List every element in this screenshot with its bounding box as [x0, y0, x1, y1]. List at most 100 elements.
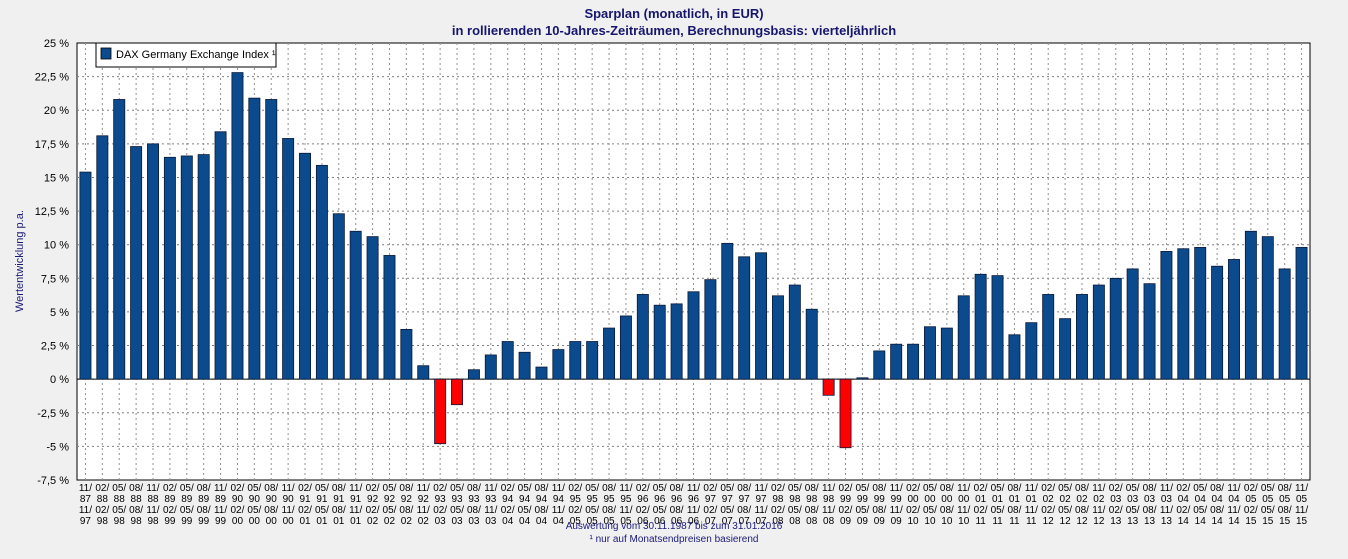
x-tick-label: 11/99 11/09	[890, 483, 903, 527]
bar	[366, 236, 379, 380]
y-tick-label: 22,5 %	[35, 72, 69, 84]
x-tick-label: 02/90 02/00	[231, 483, 245, 527]
x-tick-label: 05/90 05/00	[247, 483, 261, 527]
x-tick-label: 02/96 02/06	[636, 483, 650, 527]
x-tick-label: 05/94 05/04	[518, 483, 532, 527]
chart-title: Sparplan (monatlich, in EUR)	[584, 6, 764, 21]
footer-note: ¹ nur auf Monatsendpreisen basierend	[589, 534, 759, 545]
x-tick-label: 08/05 08/15	[1278, 483, 1292, 527]
x-tick-label: 05/05 05/15	[1261, 483, 1275, 527]
x-tick-label: 02/03 02/13	[1109, 483, 1123, 527]
legend-swatch	[100, 47, 112, 60]
y-tick-label: 2,5 %	[41, 341, 69, 353]
bar	[569, 341, 582, 380]
bar	[1109, 277, 1122, 380]
y-tick-label: 7,5 %	[41, 273, 69, 285]
bar	[1059, 318, 1072, 380]
bar	[974, 273, 987, 380]
x-tick-label: 05/99 05/09	[855, 483, 869, 527]
bar	[923, 326, 936, 380]
y-tick-label: -2,5 %	[37, 408, 69, 420]
x-tick-label: 02/01 02/11	[974, 483, 988, 527]
x-tick-label: 05/02 05/12	[1058, 483, 1072, 527]
bar	[788, 284, 801, 380]
bar	[163, 156, 176, 380]
bar	[180, 155, 193, 380]
x-tick-label: 02/94 02/04	[501, 483, 515, 527]
x-tick-label: 05/03 05/13	[1126, 483, 1140, 527]
x-tick-label: 02/95 02/05	[568, 483, 582, 527]
y-tick-label: 25 %	[44, 38, 69, 50]
bar	[755, 252, 768, 380]
x-tick-label: 02/89 02/99	[163, 483, 177, 527]
bar	[1177, 248, 1190, 380]
bar	[501, 341, 514, 380]
x-tick-label: 11/02 11/12	[1092, 483, 1105, 527]
bar	[535, 366, 548, 380]
chart-subtitle: in rollierenden 10-Jahres-Zeiträumen, Be…	[451, 23, 897, 38]
bar	[96, 135, 109, 380]
bar	[1025, 322, 1038, 380]
bar	[1092, 284, 1105, 380]
x-tick-label: 11/05 11/15	[1295, 483, 1308, 527]
y-tick-label: -7,5 %	[37, 475, 69, 487]
bar	[670, 303, 683, 380]
bar	[552, 349, 565, 380]
bar	[248, 97, 261, 380]
bar	[1008, 334, 1021, 380]
x-tick-label: 11/91 11/01	[349, 483, 362, 527]
bar	[214, 131, 227, 380]
x-tick-label: 05/00 05/10	[923, 483, 937, 527]
bar	[417, 365, 430, 380]
bar	[518, 351, 531, 380]
bar	[907, 343, 920, 380]
bar	[687, 291, 700, 380]
bar	[383, 255, 396, 380]
bar	[738, 256, 751, 380]
x-tick-label: 05/96 05/06	[653, 483, 667, 527]
bar	[79, 171, 92, 380]
bar	[1211, 265, 1224, 380]
x-tick-label: 08/95 08/05	[602, 483, 616, 527]
bar	[349, 230, 362, 380]
x-tick-label: 11/87 11/97	[79, 483, 92, 527]
x-tick-label: 11/00 11/10	[957, 483, 970, 527]
bar	[1261, 236, 1274, 380]
bar	[873, 350, 886, 380]
x-tick-label: 05/04 05/14	[1193, 483, 1207, 527]
x-tick-label: 11/89 11/99	[214, 483, 227, 527]
x-tick-label: 05/89 05/99	[180, 483, 194, 527]
bar	[957, 295, 970, 380]
bar	[721, 242, 734, 380]
x-tick-label: 02/92 02/02	[366, 483, 380, 527]
x-tick-label: 02/91 02/01	[298, 483, 312, 527]
x-tick-label: 11/94 11/04	[552, 483, 565, 527]
x-tick-label: 08/93 08/03	[467, 483, 481, 527]
bar	[332, 213, 345, 380]
x-tick-label: 08/99 08/09	[872, 483, 886, 527]
bar	[653, 304, 666, 380]
x-tick-label: 05/01 05/11	[991, 483, 1005, 527]
x-tick-label: 11/90 11/00	[282, 483, 295, 527]
x-tick-label: 11/03 11/13	[1160, 483, 1173, 527]
bar	[1160, 251, 1173, 380]
x-tick-label: 11/04 11/14	[1227, 483, 1240, 527]
x-tick-label: 02/02 02/12	[1041, 483, 1055, 527]
x-tick-label: 05/95 05/05	[585, 483, 599, 527]
x-tick-label: 05/91 05/01	[315, 483, 329, 527]
bar	[130, 146, 143, 380]
x-tick-label: 11/97 11/07	[754, 483, 767, 527]
x-tick-label: 02/98 02/08	[771, 483, 785, 527]
bar	[315, 164, 328, 380]
bar	[619, 315, 632, 380]
bar	[1295, 246, 1308, 380]
bar	[265, 99, 278, 380]
bar	[991, 275, 1004, 380]
x-tick-label: 08/03 08/13	[1143, 483, 1157, 527]
bar	[1076, 294, 1088, 380]
bar	[113, 99, 126, 380]
x-tick-label: 08/89 08/99	[197, 483, 211, 527]
x-tick-label: 11/95 11/05	[619, 483, 632, 527]
bar	[147, 143, 159, 380]
